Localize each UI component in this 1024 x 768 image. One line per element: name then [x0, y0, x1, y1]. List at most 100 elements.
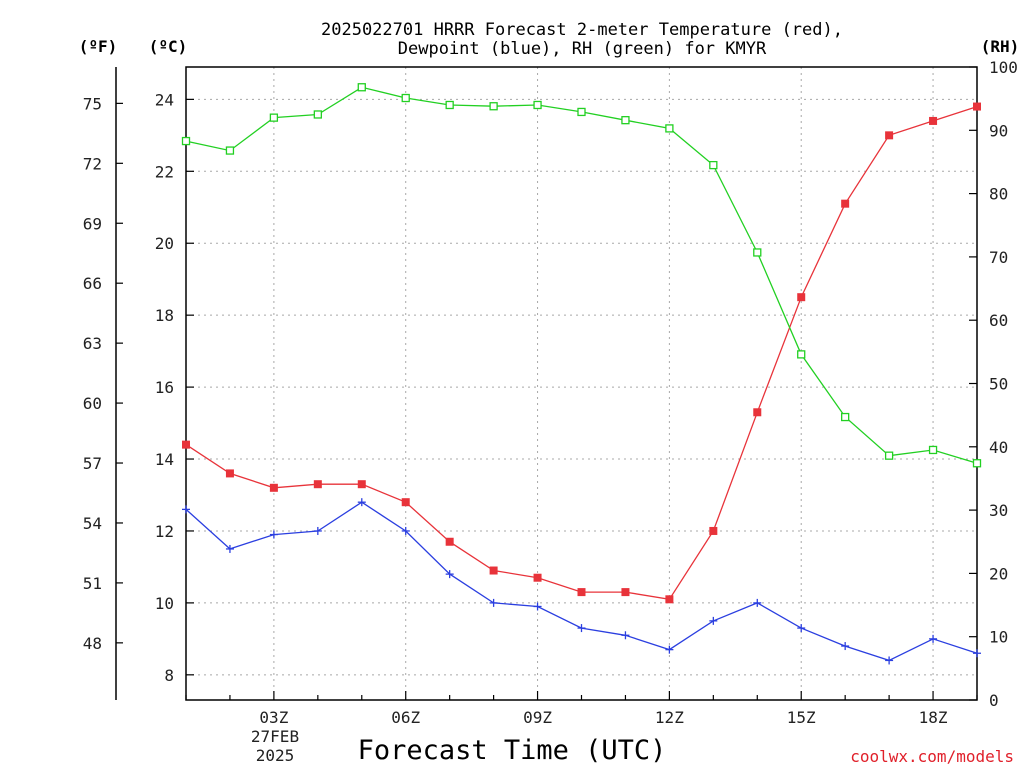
fahrenheit-tick-label: 66: [83, 274, 102, 293]
rh-point: [181, 136, 191, 146]
temperature-point: [973, 102, 981, 111]
celsius-tick-label: 20: [155, 234, 174, 253]
celsius-tick-label: 14: [155, 450, 174, 469]
credit-label: coolwx.com/models: [850, 747, 1014, 766]
dewpoint-point: [973, 649, 981, 658]
x-tick-label: 15Z: [787, 708, 816, 727]
fahrenheit-tick-label: 51: [83, 574, 102, 593]
dewpoint-point: [445, 570, 454, 579]
rh-series: [181, 83, 982, 468]
fahrenheit-tick-label: 57: [83, 454, 102, 473]
fahrenheit-tick-label: 69: [83, 214, 102, 233]
celsius-tick-label: 16: [155, 378, 174, 397]
date-label-year: 2025: [256, 746, 295, 765]
temperature-point: [225, 469, 234, 478]
gridlines: [186, 67, 977, 700]
temperature-point: [182, 440, 190, 449]
rh-point: [357, 83, 366, 92]
x-tick-label: 03Z: [259, 708, 288, 727]
celsius-tick-label: 8: [164, 666, 174, 685]
x-tick-label: 12Z: [655, 708, 684, 727]
data-series: [181, 83, 982, 665]
rh-point: [489, 102, 498, 111]
rh-tick-label: 10: [989, 628, 1008, 647]
temperature-point: [357, 480, 366, 489]
dewpoint-point: [665, 645, 674, 654]
dewpoint-series: [182, 498, 981, 665]
celsius-tick-label: 18: [155, 306, 174, 325]
celsius-tick-label: 10: [155, 594, 174, 613]
rh-point: [577, 107, 586, 117]
fahrenheit-tick-label: 72: [83, 154, 102, 173]
rh-tick-label: 30: [989, 501, 1008, 520]
dewpoint-point: [225, 544, 234, 553]
rh-tick-label: 20: [989, 564, 1008, 583]
fahrenheit-tick-label: 48: [83, 634, 102, 653]
celsius-tick-label: 22: [155, 162, 174, 181]
chart-title-line-2: Dewpoint (blue), RH (green) for KMYR: [398, 39, 767, 59]
rh-point: [225, 146, 235, 155]
rh-point: [445, 100, 454, 110]
celsius-tick-label: 12: [155, 522, 174, 541]
rh-tick-label: 60: [989, 311, 1008, 330]
rh-tick-label: 100: [989, 58, 1018, 77]
dewpoint-point: [269, 530, 278, 539]
x-tick-label: 09Z: [523, 708, 552, 727]
dewpoint-point: [489, 598, 498, 607]
temperature-point: [313, 480, 322, 489]
x-tick-label: 18Z: [919, 708, 948, 727]
chart-title-line-1: 2025022701 HRRR Forecast 2-meter Tempera…: [321, 20, 843, 40]
rh-point: [884, 451, 894, 460]
celsius-unit-label: (ºC): [149, 37, 188, 56]
rh-tick-label: 40: [989, 438, 1008, 457]
rh-point: [621, 116, 630, 125]
rh-point: [797, 350, 806, 359]
rh-point: [401, 93, 410, 103]
temperature-point: [269, 483, 278, 492]
rh-tick-label: 80: [989, 185, 1008, 204]
dewpoint-point: [621, 631, 630, 640]
dewpoint-point: [357, 498, 366, 507]
rh-point: [972, 459, 982, 468]
temperature-point: [929, 116, 938, 125]
plot-frame: [185, 66, 978, 701]
dewpoint-point: [577, 624, 586, 633]
celsius-tick-label: 24: [155, 90, 174, 109]
temperature-point: [621, 588, 630, 597]
temperature-point: [709, 526, 718, 535]
dewpoint-point: [753, 598, 762, 607]
dewpoint-point: [885, 656, 894, 665]
date-label-day: 27FEB: [251, 727, 299, 746]
dewpoint-point: [182, 505, 190, 514]
temperature-series: [182, 102, 981, 604]
temperature-line: [185, 105, 978, 601]
rh-point: [533, 100, 542, 110]
fahrenheit-tick-label: 75: [83, 94, 102, 113]
fahrenheit-unit-label: (ºF): [79, 37, 118, 56]
rh-tick-label: 0: [989, 691, 999, 710]
rh-tick-label: 90: [989, 121, 1008, 140]
rh-point: [665, 124, 674, 133]
rh-point: [313, 110, 322, 119]
dewpoint-point: [797, 624, 806, 633]
dewpoint-point: [841, 642, 850, 651]
temperature-point: [489, 566, 498, 575]
rh-point: [269, 113, 279, 122]
dewpoint-point: [929, 634, 938, 643]
fahrenheit-tick-label: 63: [83, 334, 102, 353]
temperature-point: [797, 293, 806, 302]
fahrenheit-tick-label: 60: [83, 394, 102, 413]
temperature-point: [841, 199, 850, 208]
axes: [115, 66, 978, 701]
rh-point: [753, 248, 762, 257]
rh-unit-label: (RH): [981, 37, 1020, 56]
temperature-point: [753, 408, 762, 417]
rh-point: [841, 412, 850, 422]
temperature-point: [401, 498, 410, 507]
temperature-point: [445, 537, 454, 546]
dewpoint-point: [401, 526, 410, 535]
fahrenheit-tick-label: 54: [83, 514, 102, 533]
rh-tick-label: 70: [989, 248, 1008, 267]
dewpoint-point: [533, 602, 542, 611]
